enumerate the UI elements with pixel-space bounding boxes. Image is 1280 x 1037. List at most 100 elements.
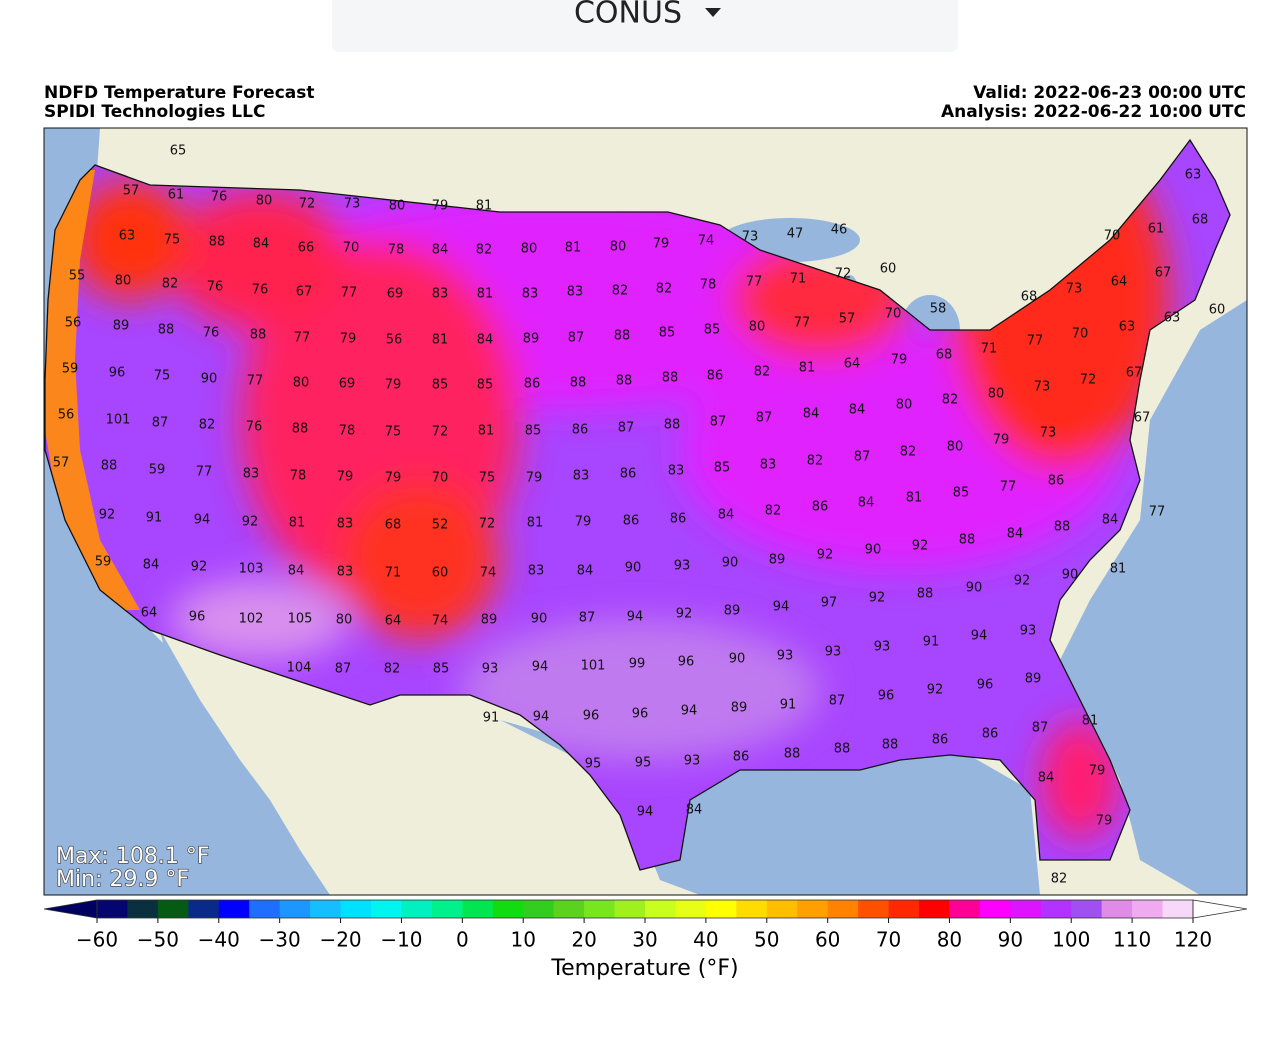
point-temperature: 77 bbox=[794, 316, 811, 331]
point-temperature: 93 bbox=[777, 649, 794, 664]
point-temperature: 79 bbox=[432, 199, 449, 214]
valid-time: Valid: 2022-06-23 00:00 UTC bbox=[973, 83, 1246, 103]
point-temperature: 99 bbox=[629, 657, 646, 672]
point-temperature: 77 bbox=[1000, 480, 1017, 495]
point-temperature: 75 bbox=[164, 233, 181, 248]
point-temperature: 84 bbox=[1007, 527, 1024, 542]
point-temperature: 81 bbox=[527, 516, 544, 531]
point-temperature: 74 bbox=[698, 234, 715, 249]
point-temperature: 77 bbox=[746, 275, 763, 290]
point-temperature: 60 bbox=[432, 566, 449, 581]
point-temperature: 86 bbox=[733, 750, 750, 765]
point-temperature: 87 bbox=[854, 450, 871, 465]
colorbar-segment bbox=[584, 900, 616, 918]
point-temperature: 81 bbox=[1110, 562, 1127, 577]
point-temperature: 81 bbox=[289, 516, 306, 531]
colorbar-segment bbox=[858, 900, 890, 918]
temperature-field bbox=[45, 140, 1230, 870]
point-temperature: 63 bbox=[1119, 320, 1136, 335]
point-temperature: 47 bbox=[787, 227, 804, 242]
point-temperature: 55 bbox=[69, 269, 86, 284]
point-temperature: 79 bbox=[385, 471, 402, 486]
point-temperature: 56 bbox=[65, 316, 82, 331]
point-temperature: 89 bbox=[1025, 672, 1042, 687]
point-temperature: 94 bbox=[194, 513, 211, 528]
point-temperature: 79 bbox=[385, 378, 402, 393]
colorbar-segment bbox=[675, 900, 707, 918]
pacific-ocean bbox=[44, 128, 300, 895]
point-temperature: 101 bbox=[581, 659, 606, 674]
point-temperature: 93 bbox=[482, 662, 499, 677]
point-temperature: 82 bbox=[612, 284, 629, 299]
colorbar-tick-label: 30 bbox=[632, 928, 657, 952]
point-temperature: 70 bbox=[432, 471, 449, 486]
colorbar-tick-label: 60 bbox=[815, 928, 840, 952]
point-temperature: 73 bbox=[742, 230, 759, 245]
colorbar-segment bbox=[1040, 900, 1072, 918]
point-temperature: 79 bbox=[1096, 814, 1113, 829]
point-temperature: 82 bbox=[384, 662, 401, 677]
point-temperature: 88 bbox=[784, 747, 801, 762]
colorbar-under bbox=[43, 899, 98, 919]
point-temperature: 93 bbox=[674, 559, 691, 574]
point-temperature: 88 bbox=[570, 376, 587, 391]
point-temperature: 93 bbox=[874, 640, 891, 655]
point-temperature: 46 bbox=[831, 223, 848, 238]
point-temperature: 71 bbox=[790, 272, 807, 287]
point-temperature: 85 bbox=[477, 378, 494, 393]
colorbar-segment bbox=[1162, 900, 1194, 918]
min-label: Min: 29.9 °F bbox=[56, 867, 189, 892]
point-temperature: 89 bbox=[731, 701, 748, 716]
colorbar-tick-label: 40 bbox=[693, 928, 718, 952]
point-temperature: 76 bbox=[246, 420, 263, 435]
colorbar-segment bbox=[766, 900, 798, 918]
colorbar-tick-label: −20 bbox=[319, 928, 361, 952]
point-temperature: 79 bbox=[340, 332, 357, 347]
point-temperature: 59 bbox=[95, 555, 112, 570]
point-temperature: 68 bbox=[936, 348, 953, 363]
point-temperature: 87 bbox=[568, 331, 585, 346]
region-dropdown[interactable]: CONUS bbox=[332, 0, 958, 52]
point-temperature: 81 bbox=[478, 424, 495, 439]
point-temperature: 93 bbox=[1020, 624, 1037, 639]
point-temperature: 82 bbox=[162, 277, 179, 292]
point-temperature: 83 bbox=[432, 287, 449, 302]
point-temperature: 87 bbox=[579, 611, 596, 626]
point-temperature: 94 bbox=[533, 710, 550, 725]
point-temperature: 86 bbox=[1048, 474, 1065, 489]
point-temperature: 77 bbox=[294, 331, 311, 346]
point-temperature: 89 bbox=[481, 613, 498, 628]
point-temperature: 66 bbox=[298, 241, 315, 256]
colorbar-tick-label: 0 bbox=[456, 928, 469, 952]
dropdown-label[interactable]: CONUS bbox=[574, 0, 682, 31]
point-temperature: 87 bbox=[152, 416, 169, 431]
point-temperature: 73 bbox=[1066, 282, 1083, 297]
colorbar-segment bbox=[340, 900, 372, 918]
point-temperature: 79 bbox=[337, 470, 354, 485]
point-temperature: 105 bbox=[288, 612, 313, 627]
point-temperature: 88 bbox=[101, 459, 118, 474]
point-temperature: 96 bbox=[678, 655, 695, 670]
point-temperature: 87 bbox=[335, 662, 352, 677]
point-temperature: 104 bbox=[287, 661, 312, 676]
point-temperature: 88 bbox=[250, 328, 267, 343]
point-temperature: 88 bbox=[662, 371, 679, 386]
point-temperature: 77 bbox=[1149, 505, 1166, 520]
point-temperature: 70 bbox=[885, 307, 902, 322]
point-temperature: 103 bbox=[239, 562, 264, 577]
colorbar-segment bbox=[1101, 900, 1133, 918]
point-temperature: 86 bbox=[524, 377, 541, 392]
point-temperature: 63 bbox=[1185, 168, 1202, 183]
point-temperature: 101 bbox=[106, 413, 131, 428]
point-temperature: 77 bbox=[341, 286, 358, 301]
point-temperature: 94 bbox=[773, 600, 790, 615]
point-temperature: 84 bbox=[288, 564, 305, 579]
point-temperature: 84 bbox=[858, 496, 875, 511]
point-temperature: 93 bbox=[825, 645, 842, 660]
dropdown-caret[interactable] bbox=[705, 8, 721, 17]
point-temperature: 90 bbox=[625, 561, 642, 576]
point-temperature: 77 bbox=[1027, 334, 1044, 349]
point-temperature: 92 bbox=[869, 591, 886, 606]
point-temperature: 87 bbox=[756, 411, 773, 426]
dropdown-box[interactable] bbox=[332, 0, 958, 52]
